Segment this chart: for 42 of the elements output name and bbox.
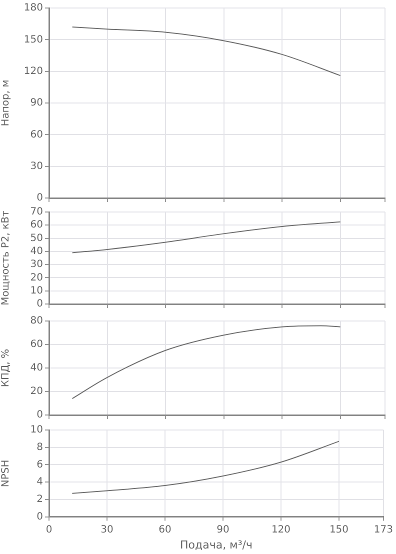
y-tick-label: 0	[36, 410, 43, 421]
y-tick-label: 150	[24, 34, 43, 46]
y-tick-label: 0	[36, 192, 43, 204]
y-tick-label: 60	[30, 339, 43, 350]
y-tick-label: 120	[24, 66, 43, 77]
x-tick-label: 60	[158, 524, 172, 536]
y-axis-title: NPSH	[0, 460, 12, 488]
x-tick-label: 150	[329, 524, 349, 536]
line-series	[72, 440, 340, 494]
x-tick-label: 120	[271, 524, 291, 536]
y-axis-title: Мощность P2, кВт	[0, 210, 12, 306]
y-tick-label: 10	[30, 424, 43, 436]
y-tick-label: 40	[30, 246, 43, 258]
x-tick-label: 173	[374, 524, 394, 536]
y-tick-label: 60	[30, 220, 43, 231]
y-tick-label: 2	[36, 494, 43, 506]
y-tick-label: 30	[30, 259, 43, 270]
line-series	[72, 325, 341, 400]
y-axis-title: Напор, м	[0, 80, 12, 126]
y-tick-label: 20	[30, 272, 43, 284]
y-tick-label: 6	[36, 459, 43, 470]
line-series	[72, 26, 341, 76]
y-tick-label: 0	[36, 298, 43, 310]
line-series	[72, 221, 341, 254]
y-tick-label: 180	[24, 2, 43, 14]
y-tick-label: 10	[30, 285, 43, 296]
y-tick-label: 4	[36, 476, 43, 488]
y-tick-label: 50	[30, 232, 43, 244]
y-axis-title: КПД, %	[0, 348, 12, 388]
x-tick-label: 90	[216, 524, 230, 536]
y-tick-label: 60	[30, 129, 43, 140]
x-tick-label: 30	[100, 524, 114, 536]
x-tick-label: 0	[46, 524, 52, 536]
y-tick-label: 20	[30, 386, 43, 398]
y-tick-label: 70	[30, 206, 43, 218]
y-tick-label: 80	[30, 316, 43, 327]
y-tick-label: 8	[36, 442, 43, 453]
y-tick-label: 0	[36, 511, 43, 522]
y-tick-label: 30	[30, 160, 43, 172]
y-tick-label: 90	[30, 98, 43, 109]
x-axis-title: Подача, м³/ч	[180, 538, 252, 552]
y-tick-label: 40	[30, 362, 43, 374]
